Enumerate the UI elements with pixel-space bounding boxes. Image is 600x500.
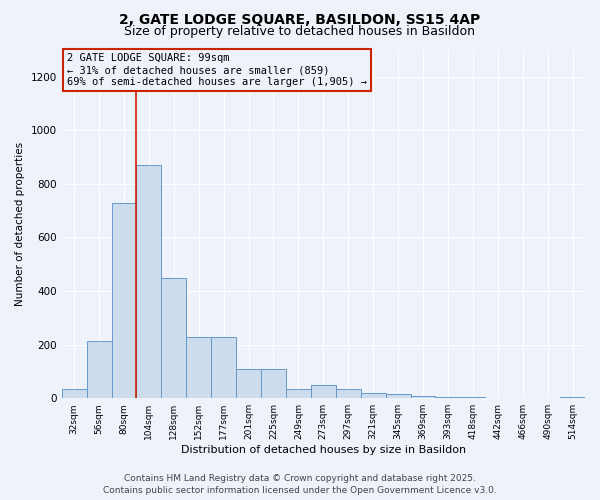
Bar — [161, 278, 186, 398]
Bar — [186, 336, 211, 398]
Bar — [311, 385, 336, 398]
Title: 2, GATE LODGE SQUARE, BASILDON, SS15 4AP
Size of property relative to detached h: 2, GATE LODGE SQUARE, BASILDON, SS15 4AP… — [0, 499, 1, 500]
Bar — [436, 397, 460, 398]
Y-axis label: Number of detached properties: Number of detached properties — [15, 142, 25, 306]
Bar — [336, 389, 361, 398]
X-axis label: Distribution of detached houses by size in Basildon: Distribution of detached houses by size … — [181, 445, 466, 455]
Bar — [112, 202, 136, 398]
Bar — [261, 368, 286, 398]
Bar — [386, 394, 410, 398]
Text: 2, GATE LODGE SQUARE, BASILDON, SS15 4AP: 2, GATE LODGE SQUARE, BASILDON, SS15 4AP — [119, 12, 481, 26]
Bar — [86, 340, 112, 398]
Bar — [410, 396, 436, 398]
Bar — [560, 397, 585, 398]
Text: Contains HM Land Registry data © Crown copyright and database right 2025.
Contai: Contains HM Land Registry data © Crown c… — [103, 474, 497, 495]
Bar — [136, 165, 161, 398]
Bar — [211, 336, 236, 398]
Bar — [62, 389, 86, 398]
Bar — [361, 393, 386, 398]
Text: 2 GATE LODGE SQUARE: 99sqm
← 31% of detached houses are smaller (859)
69% of sem: 2 GATE LODGE SQUARE: 99sqm ← 31% of deta… — [67, 54, 367, 86]
Text: Size of property relative to detached houses in Basildon: Size of property relative to detached ho… — [125, 25, 476, 38]
Bar — [236, 368, 261, 398]
Bar — [286, 389, 311, 398]
